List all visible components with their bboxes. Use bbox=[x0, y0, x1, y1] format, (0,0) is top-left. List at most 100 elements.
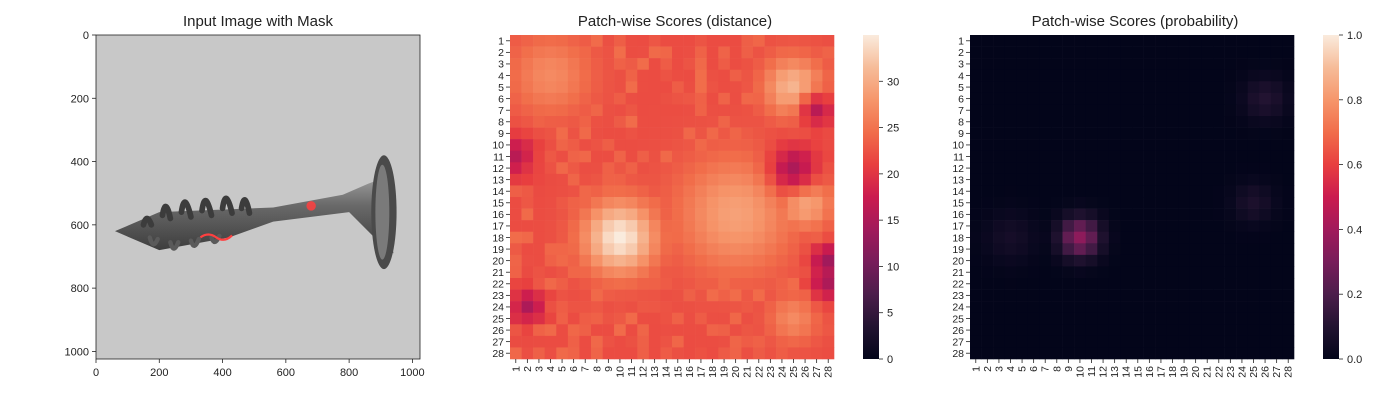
heatmap-cell bbox=[1270, 220, 1283, 233]
heatmap-cell bbox=[1224, 347, 1237, 360]
heatmap-cell bbox=[1062, 185, 1075, 198]
heatmap-cell bbox=[672, 289, 684, 302]
heatmap-cell bbox=[706, 127, 719, 140]
heatmap-cell bbox=[672, 104, 684, 117]
heatmap-cell bbox=[1132, 173, 1144, 186]
heatmap-cell bbox=[993, 35, 1006, 47]
heatmap-cell bbox=[1213, 266, 1225, 279]
heatmap-cell bbox=[533, 312, 546, 325]
heatmap-cell bbox=[1108, 116, 1121, 128]
heatmap-cell bbox=[764, 335, 777, 348]
heatmap-cell bbox=[683, 139, 696, 152]
heatmap-cell bbox=[993, 139, 1006, 152]
heatmap-cell bbox=[533, 278, 546, 290]
heatmap-cell bbox=[1270, 324, 1283, 337]
heatmap-cell bbox=[556, 231, 569, 244]
heatmap-cell bbox=[1085, 173, 1098, 186]
heatmap-cell bbox=[970, 185, 982, 198]
heatmap-cell bbox=[1085, 185, 1098, 198]
heatmap-x-tick-label: 8 bbox=[1051, 366, 1063, 372]
heatmap-x-tick-label: 9 bbox=[1063, 366, 1075, 372]
heatmap-cell bbox=[1143, 35, 1156, 47]
heatmap-cell bbox=[764, 116, 777, 128]
heatmap-cell bbox=[1247, 208, 1260, 221]
heatmap-cell bbox=[1236, 312, 1249, 325]
heatmap-cell bbox=[660, 312, 673, 325]
heatmap-cell bbox=[1247, 220, 1260, 233]
heatmap-cell bbox=[1062, 35, 1075, 47]
heatmap-cell bbox=[799, 197, 812, 209]
heatmap-cell bbox=[1224, 335, 1237, 348]
heatmap-cell bbox=[602, 243, 615, 256]
heatmap-cell bbox=[993, 92, 1006, 105]
heatmap-cell bbox=[741, 312, 754, 325]
heatmap-cell bbox=[1120, 58, 1133, 71]
heatmap-x-tick-label: 19 bbox=[1179, 366, 1191, 378]
heatmap-cell bbox=[970, 254, 982, 267]
heatmap-y-tick-label: 25 bbox=[952, 313, 964, 325]
heatmap-cell bbox=[521, 139, 534, 152]
heatmap-cell bbox=[1074, 69, 1087, 82]
heatmap-cell bbox=[567, 243, 580, 256]
heatmap-cell bbox=[1270, 312, 1283, 325]
heatmap-cell bbox=[648, 185, 661, 198]
heatmap-cell bbox=[1201, 289, 1214, 302]
heatmap-cell bbox=[510, 347, 522, 360]
heatmap-cell bbox=[1247, 312, 1260, 325]
heatmap-cell bbox=[648, 254, 661, 267]
heatmap-cell bbox=[993, 46, 1006, 59]
heatmap-x-tick-label: 23 bbox=[1225, 366, 1237, 378]
heatmap-cell bbox=[1236, 127, 1249, 140]
heatmap-y-tick-label: 9 bbox=[958, 128, 964, 140]
heatmap-y-tick-label: 15 bbox=[952, 198, 964, 210]
heatmap-cell bbox=[1189, 81, 1202, 94]
heatmap-cell bbox=[1259, 220, 1272, 233]
heatmap-cell bbox=[544, 35, 557, 47]
heatmap-cell bbox=[544, 185, 557, 198]
heatmap-cell bbox=[1282, 162, 1295, 175]
heatmap-cell bbox=[672, 139, 684, 152]
heatmap-cell bbox=[1108, 208, 1121, 221]
heatmap-cell bbox=[787, 92, 800, 105]
heatmap-cell bbox=[810, 104, 823, 117]
heatmap-cell bbox=[706, 335, 719, 348]
heatmap-cell bbox=[810, 127, 823, 140]
heatmap-cell bbox=[1062, 278, 1075, 290]
heatmap-cell bbox=[787, 347, 800, 360]
heatmap-cell bbox=[1097, 208, 1110, 221]
heatmap-cell bbox=[1155, 266, 1168, 279]
heatmap-cell bbox=[1259, 162, 1272, 175]
heatmap-cell bbox=[718, 289, 731, 302]
heatmap-cell bbox=[1085, 220, 1098, 233]
heatmap-cell bbox=[614, 185, 627, 198]
heatmap-cell bbox=[533, 35, 546, 47]
heatmap-cell bbox=[556, 150, 569, 163]
heatmap-cell bbox=[556, 69, 569, 82]
heatmap-cell bbox=[741, 150, 754, 163]
heatmap-cell bbox=[981, 266, 994, 279]
heatmap-cell bbox=[1143, 231, 1156, 244]
heatmap-cell bbox=[521, 197, 534, 209]
heatmap-cell bbox=[993, 254, 1006, 267]
heatmap-cell bbox=[810, 254, 823, 267]
heatmap-y-tick-label: 26 bbox=[952, 325, 964, 337]
heatmap-cell bbox=[625, 58, 638, 71]
heatmap-cell bbox=[706, 324, 719, 337]
heatmap-cell bbox=[1201, 185, 1214, 198]
heatmap-cell bbox=[602, 173, 615, 186]
heatmap-cell bbox=[625, 335, 638, 348]
heatmap-cell bbox=[648, 301, 661, 314]
heatmap-cell bbox=[718, 173, 731, 186]
heatmap-cell bbox=[579, 46, 592, 59]
heatmap-cell bbox=[1085, 324, 1098, 337]
heatmap-cell bbox=[1166, 301, 1179, 314]
heatmap-cell bbox=[1270, 104, 1283, 117]
heatmap-cell bbox=[1051, 69, 1063, 82]
heatmap-cell bbox=[1027, 81, 1040, 94]
heatmap-cell bbox=[1143, 116, 1156, 128]
heatmap-cell bbox=[981, 243, 994, 256]
heatmap-cell bbox=[1178, 58, 1191, 71]
heatmap-cell bbox=[672, 173, 684, 186]
heatmap-cell bbox=[614, 254, 627, 267]
heatmap-cell bbox=[1132, 116, 1144, 128]
